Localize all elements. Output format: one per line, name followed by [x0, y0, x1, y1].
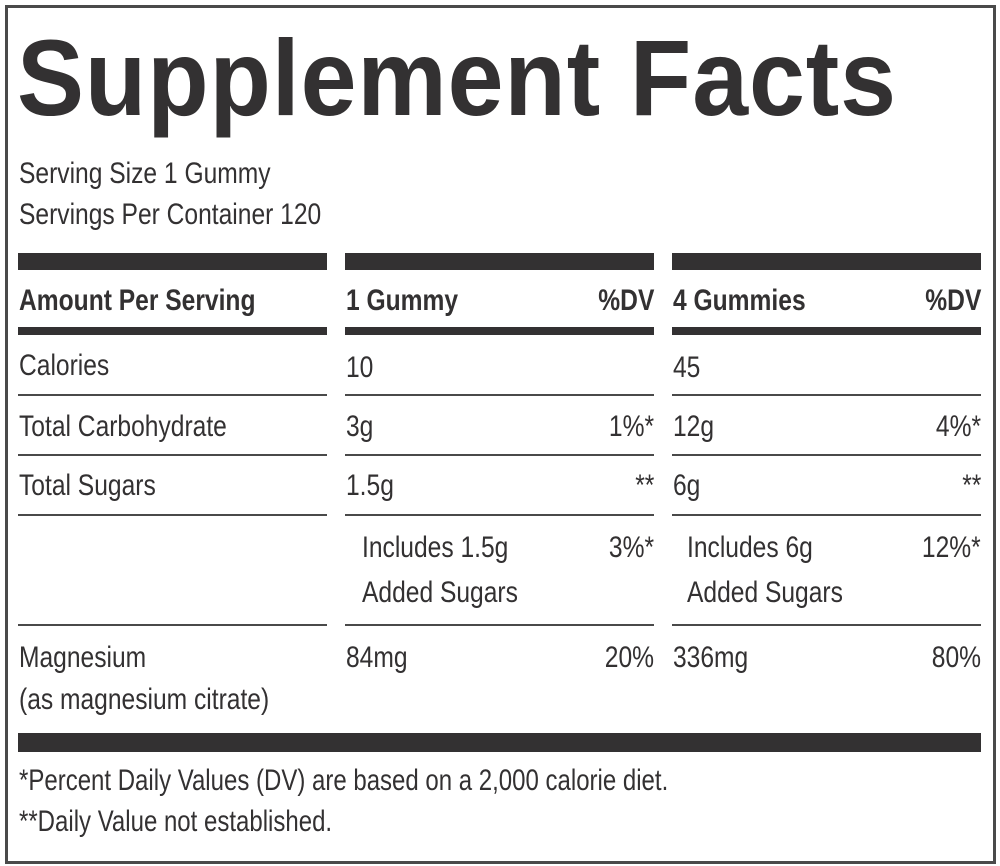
- row-divider: [345, 454, 654, 456]
- row-added-sugars-v2: Includes 6g: [687, 531, 813, 564]
- row-carb-v2: 12g: [673, 410, 715, 443]
- row-carb-name: Total Carbohydrate: [19, 410, 227, 443]
- header-amount-per-serving: Amount Per Serving: [19, 284, 256, 317]
- row-calories-name: Calories: [19, 349, 110, 382]
- header-underline-col2: [345, 327, 654, 335]
- row-carb-v1: 3g: [346, 410, 374, 443]
- row-magnesium-name: Magnesium: [19, 641, 147, 674]
- row-calories-v1: 10: [346, 351, 374, 384]
- row-divider: [18, 394, 327, 396]
- thick-divider-col2: [345, 253, 654, 270]
- row-calories-v2: 45: [673, 351, 701, 384]
- row-divider: [18, 624, 327, 626]
- row-magnesium-v1: 84mg: [346, 641, 408, 674]
- row-divider: [345, 514, 654, 516]
- row-divider: [672, 624, 981, 626]
- header-1-gummy: 1 Gummy: [346, 284, 459, 317]
- row-magnesium-dv2: 80%: [931, 641, 981, 674]
- footnote-dv: *Percent Daily Values (DV) are based on …: [19, 764, 669, 797]
- header-dv-1: %DV: [597, 284, 654, 317]
- row-added-sugars-v2-line2: Added Sugars: [687, 576, 843, 609]
- row-divider: [672, 394, 981, 396]
- row-divider: [672, 454, 981, 456]
- serving-size: Serving Size 1 Gummy: [19, 157, 271, 190]
- label-title: Supplement Facts: [17, 17, 897, 138]
- row-sugars-v1: 1.5g: [346, 469, 394, 502]
- row-magnesium-sub: (as magnesium citrate): [19, 683, 270, 716]
- row-magnesium-dv1: 20%: [604, 641, 654, 674]
- thick-divider-col1: [18, 253, 327, 270]
- row-added-sugars-v1: Includes 1.5g: [362, 531, 509, 564]
- row-magnesium-v2: 336mg: [673, 641, 749, 674]
- row-carb-dv2: 4%*: [935, 410, 981, 443]
- row-added-sugars-v1-line2: Added Sugars: [362, 576, 518, 609]
- row-sugars-dv1: **: [634, 469, 654, 502]
- row-divider: [18, 514, 327, 516]
- row-added-sugars-dv2: 12%*: [922, 531, 981, 564]
- thick-divider-col3: [672, 253, 981, 270]
- bottom-thick-divider: [18, 733, 981, 752]
- footnote-not-established: **Daily Value not established.: [19, 805, 333, 838]
- header-underline-col3: [672, 327, 981, 335]
- row-sugars-v2: 6g: [673, 469, 701, 502]
- header-4-gummies: 4 Gummies: [673, 284, 806, 317]
- row-sugars-name: Total Sugars: [19, 469, 156, 502]
- row-divider: [345, 624, 654, 626]
- row-divider: [18, 454, 327, 456]
- row-divider: [672, 514, 981, 516]
- label-frame: [5, 5, 996, 864]
- row-sugars-dv2: **: [961, 469, 981, 502]
- header-dv-2: %DV: [924, 284, 981, 317]
- servings-per-container: Servings Per Container 120: [19, 198, 322, 231]
- row-carb-dv1: 1%*: [608, 410, 654, 443]
- row-added-sugars-dv1: 3%*: [608, 531, 654, 564]
- header-underline-col1: [18, 327, 327, 335]
- row-divider: [345, 394, 654, 396]
